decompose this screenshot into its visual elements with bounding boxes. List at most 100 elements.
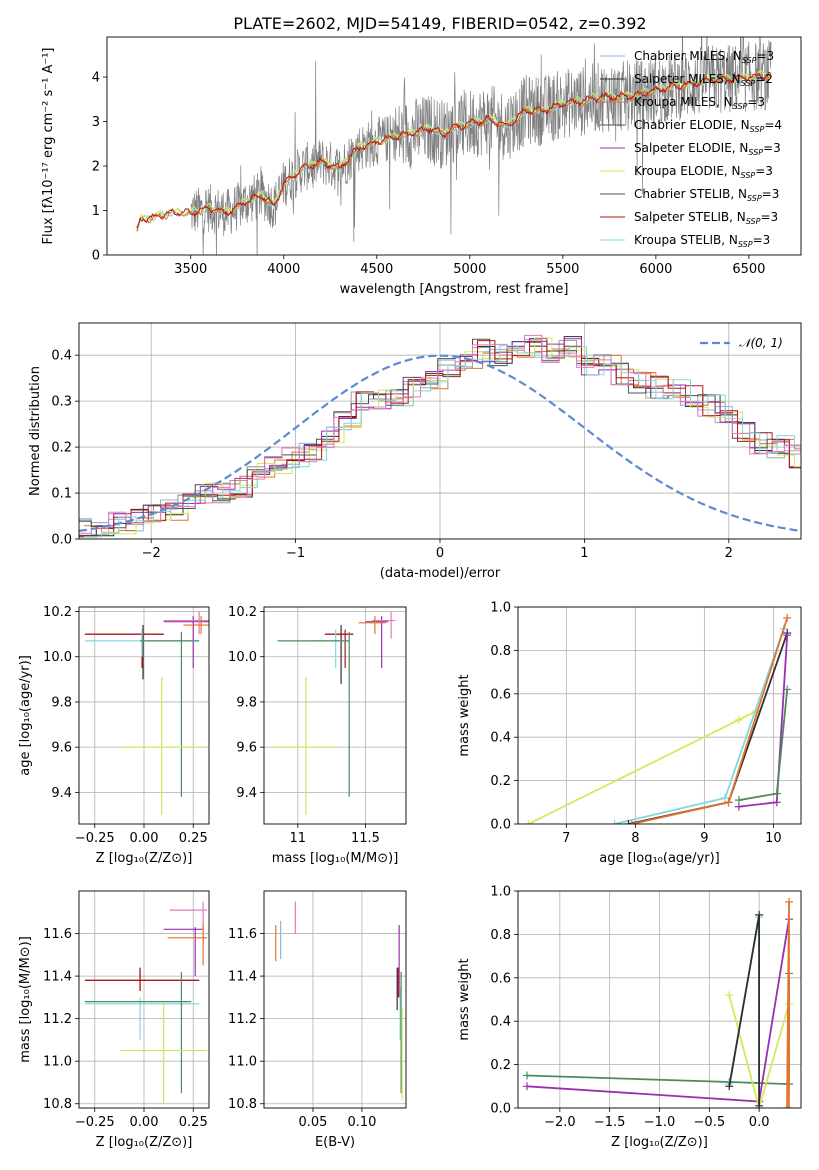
x-tick-label: 4500	[360, 262, 393, 277]
y-tick-label: 0.2	[490, 774, 511, 789]
y-tick-label: 0.0	[490, 1102, 511, 1117]
histogram-series	[79, 340, 801, 538]
panel-mass-weight-vs-age: 7 8 9 10 0.0 0.2 0.4 0.6 0.8 1.0 age [log₁₀(age/yr…	[457, 601, 802, 866]
series-marker	[724, 798, 733, 807]
series-marker	[734, 796, 743, 805]
x-tick-label: 0.25	[179, 831, 208, 846]
series-marker	[755, 910, 764, 919]
x-tick-label: 10	[765, 831, 782, 846]
y-tick-label: 11.6	[43, 927, 72, 942]
plot-area	[79, 323, 801, 539]
axes-frame	[517, 890, 802, 1109]
histogram-series	[79, 339, 801, 536]
y-tick-label: 9.8	[236, 695, 257, 710]
panel-age-vs-mass: 11 11.5 9.4 9.6 9.8 10.0 10.2 mass [log₁₀(M/M⊙)…	[228, 605, 407, 866]
x-tick-label: −1	[286, 546, 305, 561]
legend-label: Kroupa STELIB, NSSP=3	[634, 233, 770, 249]
series-marker	[627, 820, 636, 824]
panel-age-vs-Z: −0.25 0.00 0.25 9.4 9.6 9.8 10.0 10.2 Z [log₁₀(Z…	[18, 605, 210, 866]
axes-frame	[517, 606, 802, 825]
x-tick-label: 6500	[732, 262, 765, 277]
axes-frame	[78, 890, 210, 1109]
legend-label: Salpeter MILES, NSSP=2	[634, 72, 773, 88]
series-marker	[783, 685, 792, 694]
y-tick-label: 10.2	[228, 605, 257, 620]
y-tick-label: 0.1	[51, 487, 72, 502]
y-tick-label: 0.4	[490, 1015, 511, 1030]
normal-curve	[79, 354, 799, 532]
legend-label: Salpeter STELIB, NSSP=3	[634, 210, 778, 226]
x-tick-label: −0.25	[75, 1115, 115, 1130]
y-tick-label: 9.4	[51, 786, 72, 801]
x-tick-label: 0	[436, 546, 444, 561]
y-tick-label: 3	[92, 115, 100, 130]
series-marker	[734, 715, 743, 724]
legend-label: Chabrier ELODIE, NSSP=4	[634, 118, 782, 134]
series-marker	[785, 1104, 794, 1108]
x-tick-label: −2	[142, 546, 161, 561]
y-axis-label: mass [log₁₀(M/M⊙)]	[18, 936, 33, 1063]
legend-label: Kroupa MILES, NSSP=3	[634, 95, 765, 111]
y-tick-label: 0	[92, 249, 100, 264]
y-tick-label: 0.6	[490, 971, 511, 986]
series-line	[526, 973, 790, 1086]
series-marker	[772, 789, 781, 798]
y-tick-label: 0.0	[490, 818, 511, 833]
x-tick-label: 0.05	[298, 1115, 327, 1130]
histogram-series	[79, 336, 801, 537]
y-tick-label: 0.4	[51, 349, 72, 364]
series-marker	[610, 820, 619, 824]
x-tick-label: −0.25	[75, 831, 115, 846]
y-tick-label: 11.4	[43, 970, 72, 985]
x-axis-label: E(B-V)	[315, 1135, 355, 1150]
y-tick-label: 0.8	[490, 928, 511, 943]
axes-frame	[78, 322, 802, 540]
x-tick-label: 8	[631, 831, 639, 846]
y-tick-label: 10.8	[228, 1097, 257, 1112]
plot-area	[79, 891, 209, 1108]
panel-mass-vs-ebv: 0.05 0.10 10.8 11.0 11.2 11.4 11.6 E(B-V)	[228, 890, 407, 1150]
spectrum-model-line	[136, 72, 772, 229]
x-tick-label: 6000	[639, 262, 672, 277]
plot-area	[264, 891, 406, 1108]
y-tick-label: 4	[92, 71, 100, 86]
x-tick-label: 0.00	[130, 1115, 159, 1130]
y-tick-label: 11.0	[228, 1055, 257, 1070]
x-tick-label: 3500	[174, 262, 207, 277]
series-line	[528, 710, 757, 824]
histogram-series	[79, 340, 801, 526]
y-tick-label: 9.4	[236, 786, 257, 801]
panel-residual-histogram: −2 −1 0 1 2 0.0 0.1 0.2 0.3 0.4 (data-model)/error…	[28, 322, 802, 581]
y-tick-label: 11.0	[43, 1055, 72, 1070]
y-tick-label: 10.8	[43, 1097, 72, 1112]
y-tick-label: 1.0	[490, 885, 511, 900]
y-tick-label: 0.2	[51, 441, 72, 456]
series-marker	[785, 897, 794, 906]
x-tick-label: 9	[700, 831, 708, 846]
x-axis-label: wavelength [Angstrom, rest frame]	[340, 282, 569, 297]
legend-label: Chabrier STELIB, NSSP=3	[634, 187, 779, 203]
x-tick-label: 5000	[453, 262, 486, 277]
y-axis-label: Flux [fλ10⁻¹⁷ erg cm⁻² s⁻¹ A⁻¹]	[41, 48, 56, 245]
x-axis-label: Z [log₁₀(Z/Z⊙)]	[611, 1135, 708, 1150]
y-axis-label: mass weight	[457, 958, 472, 1040]
y-tick-label: 10.0	[43, 650, 72, 665]
x-axis-label: Z [log₁₀(Z/Z⊙)]	[96, 1135, 193, 1150]
legend-label: 𝒩(0, 1)	[739, 336, 783, 350]
series-line	[614, 628, 785, 824]
series-marker	[725, 1082, 734, 1091]
axes-frame	[263, 606, 407, 825]
series-marker	[725, 991, 734, 1000]
y-tick-label: 0.6	[490, 687, 511, 702]
x-tick-label: 5500	[546, 262, 579, 277]
legend-label: Kroupa ELODIE, NSSP=3	[634, 164, 773, 180]
y-tick-label: 9.6	[51, 741, 72, 756]
plot-area	[264, 607, 406, 824]
plot-area	[518, 891, 801, 1108]
y-tick-label: 10.2	[43, 605, 72, 620]
y-axis-label: Normed distribution	[28, 366, 43, 496]
plot-area	[518, 607, 801, 824]
series-marker	[522, 1071, 531, 1080]
panel-mass-vs-Z: −0.25 0.00 0.25 10.8 11.0 11.2 11.4 11.6 Z [log₁…	[18, 890, 210, 1150]
